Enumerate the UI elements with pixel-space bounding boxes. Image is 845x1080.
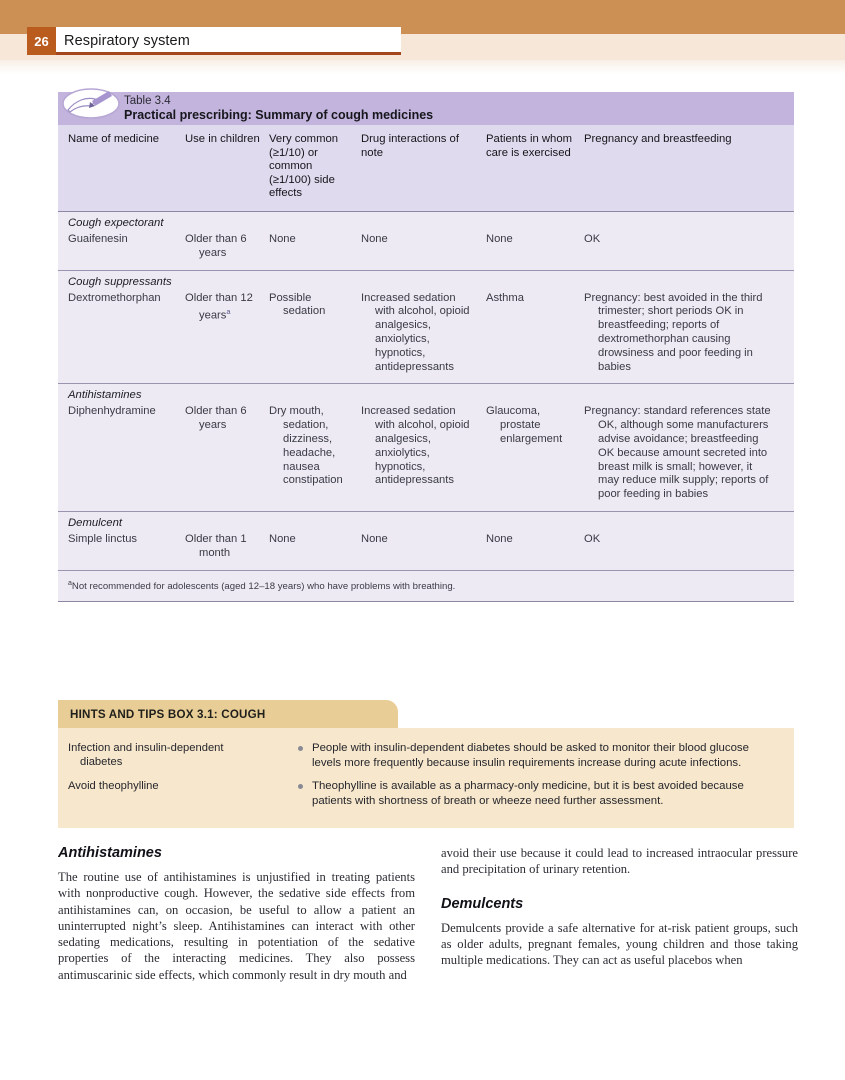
cell-interactions: None bbox=[361, 232, 388, 245]
running-head-title: Respiratory system bbox=[64, 33, 190, 49]
cell-medicine: Guaifenesin bbox=[68, 232, 128, 245]
section-heading-antihistamines: Antihistamines bbox=[58, 845, 162, 861]
footnote-text: Not recommended for adolescents (aged 12… bbox=[71, 580, 456, 592]
hint-label: Infection and insulin-dependent diabetes bbox=[68, 742, 224, 768]
table-row: Diphenhydramine Older than 6 years Dry m… bbox=[58, 403, 794, 511]
footnote-ref: a bbox=[226, 307, 231, 317]
cell-pregnancy: Pregnancy: best avoided in the third tri… bbox=[584, 291, 763, 373]
table-footnote: aNot recommended for adolescents (aged 1… bbox=[58, 569, 794, 601]
table-caption: Practical prescribing: Summary of cough … bbox=[124, 108, 434, 122]
cell-interactions: None bbox=[361, 532, 388, 545]
column-header-side-effects: Very common (≥1/10) or common (≥1/100) s… bbox=[269, 133, 339, 200]
hint-text-wrap: People with insulin-dependent diabetes s… bbox=[298, 741, 794, 770]
cell-care: Asthma bbox=[486, 291, 524, 304]
footer-watermark: فروشگاه تخصصی لاتین پزشکی راه طب www.Rah… bbox=[0, 1005, 845, 1080]
cell-side-effects: None bbox=[269, 232, 296, 245]
table-group-cough-expectorant: Cough expectorant Guaifenesin Older than… bbox=[58, 212, 794, 270]
hints-box-title: HINTS AND TIPS BOX 3.1: COUGH bbox=[58, 700, 398, 728]
cell-medicine: Diphenhydramine bbox=[68, 405, 156, 418]
column-header-children: Use in children bbox=[185, 133, 260, 145]
column-header-name: Name of medicine bbox=[68, 133, 160, 145]
body-column-left: Antihistamines The routine use of antihi… bbox=[58, 845, 415, 1005]
cell-care: None bbox=[486, 232, 513, 245]
hint-label: Avoid theophylline bbox=[68, 780, 159, 793]
cell-medicine: Dextromethorphan bbox=[68, 291, 161, 304]
cell-side-effects: Dry mouth, sedation, dizziness, headache… bbox=[269, 405, 343, 487]
table-row: Guaifenesin Older than 6 years None None… bbox=[58, 231, 794, 270]
list-item: Infection and insulin-dependent diabetes… bbox=[58, 738, 794, 776]
hint-text: People with insulin-dependent diabetes s… bbox=[312, 742, 749, 769]
group-label: Antihistamines bbox=[68, 389, 142, 402]
hint-text: Theophylline is available as a pharmacy-… bbox=[312, 780, 744, 807]
section-heading-demulcents: Demulcents bbox=[441, 895, 524, 912]
table-group-antihistamines: Antihistamines Diphenhydramine Older tha… bbox=[58, 383, 794, 511]
footnote-marker: a bbox=[68, 579, 72, 587]
cell-children: Older than 1 month bbox=[185, 532, 247, 559]
section-paragraph: Demulcents provide a safe alternative fo… bbox=[441, 920, 798, 968]
column-header-pregnancy: Pregnancy and breastfeeding bbox=[584, 133, 732, 145]
cell-interactions: Increased sedation with alcohol, opioid … bbox=[361, 291, 470, 373]
page-bottom-fade bbox=[0, 985, 845, 1007]
cell-pregnancy: OK bbox=[584, 532, 601, 545]
body-columns: Antihistamines The routine use of antihi… bbox=[58, 845, 798, 1005]
cell-side-effects: None bbox=[269, 532, 296, 545]
cell-care: None bbox=[486, 532, 513, 545]
table-row: Dextromethorphan Older than 12 yearsa Po… bbox=[58, 290, 794, 384]
table-header-row: Name of medicine Use in children Very co… bbox=[58, 125, 794, 212]
cell-children: Older than 6 years bbox=[185, 232, 247, 259]
table-title-bar: Table 3.4 Practical prescribing: Summary… bbox=[58, 88, 794, 125]
table-3-4: Table 3.4 Practical prescribing: Summary… bbox=[58, 88, 794, 602]
column-header-interactions: Drug interactions of note bbox=[361, 133, 459, 159]
section-paragraph: The routine use of antihistamines is unj… bbox=[58, 870, 415, 982]
group-label: Cough expectorant bbox=[68, 216, 164, 229]
group-label: Demulcent bbox=[68, 516, 122, 529]
bullet-icon bbox=[298, 779, 312, 808]
running-head-strip bbox=[27, 27, 401, 55]
group-label: Cough suppressants bbox=[68, 275, 172, 288]
hints-box-body: Infection and insulin-dependent diabetes… bbox=[58, 728, 794, 829]
page-number: 26 bbox=[27, 27, 56, 55]
continued-paragraph: avoid their use because it could lead to… bbox=[441, 846, 798, 877]
cell-pregnancy: OK bbox=[584, 232, 601, 245]
cell-care: Glaucoma, prostate enlargement bbox=[486, 405, 563, 445]
table-row: Simple linctus Older than 1 month None N… bbox=[58, 531, 794, 570]
table-label: Table 3.4 bbox=[124, 95, 171, 107]
header-band-fade bbox=[0, 60, 845, 74]
column-header-care: Patients in whom care is exercised bbox=[486, 133, 573, 159]
hint-text-wrap: Theophylline is available as a pharmacy-… bbox=[298, 779, 794, 808]
cell-children: Older than 12 yearsa bbox=[185, 291, 253, 323]
cell-children: Older than 6 years bbox=[185, 405, 247, 432]
list-item: Avoid theophylline Theophylline is avail… bbox=[58, 776, 794, 814]
table-group-cough-suppressants: Cough suppressants Dextromethorphan Olde… bbox=[58, 269, 794, 384]
pen-in-oval-icon bbox=[62, 88, 120, 119]
hints-and-tips-box: HINTS AND TIPS BOX 3.1: COUGH Infection … bbox=[58, 700, 794, 829]
cell-pregnancy: Pregnancy: standard references state OK,… bbox=[584, 405, 771, 501]
cell-interactions: Increased sedation with alcohol, opioid … bbox=[361, 405, 470, 487]
body-column-right: avoid their use because it could lead to… bbox=[441, 845, 798, 1005]
cell-medicine: Simple linctus bbox=[68, 532, 138, 545]
table-group-demulcent: Demulcent Simple linctus Older than 1 mo… bbox=[58, 510, 794, 570]
bullet-icon bbox=[298, 741, 312, 770]
cell-side-effects: Possible sedation bbox=[269, 291, 326, 318]
